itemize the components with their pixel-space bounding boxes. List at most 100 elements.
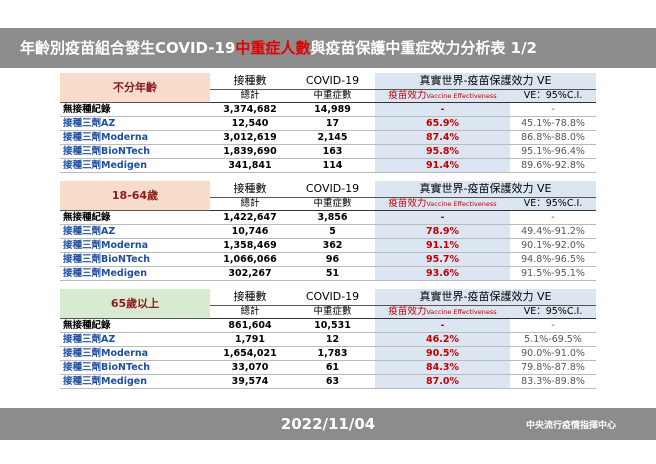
ve-subheader: 疫苗效力 [388, 198, 427, 209]
data-row: 接種三劑Medigen 302,267 51 93.6% 91.5%-95.1% [60, 266, 597, 281]
data-row: 接種三劑Moderna 3,012,619 2,145 87.4% 86.8%-88.0… [60, 130, 597, 145]
column-subheader: 中重症數 [290, 89, 375, 103]
confidence-interval: 79.8%-87.8% [510, 360, 597, 375]
group-label: 18-64歲 [60, 181, 210, 211]
effectiveness: 91.1% [375, 238, 510, 253]
column-subheader: 總計 [210, 89, 290, 103]
column-header: 接種數 [210, 181, 290, 198]
header-row: 18-64歲 接種數 COVID-19 真實世界-疫苗保護效力 VE [60, 181, 597, 211]
doses: 341,841 [210, 158, 290, 173]
effectiveness: 84.3% [375, 360, 510, 375]
doses: 1,422,647 [210, 210, 290, 225]
header-row: 不分年齡 接種數 COVID-19 真實世界-疫苗保護效力 VE [60, 73, 597, 103]
row-label: 接種三劑AZ [60, 224, 210, 239]
column-header: COVID-19 [290, 289, 375, 306]
column-subheader: 疫苗效力Vaccine Effectiveness [375, 197, 510, 211]
doses: 1,066,066 [210, 252, 290, 267]
footer: 2022/11/04 中央流行疫情指揮中心 [0, 408, 656, 440]
doses: 861,604 [210, 318, 290, 333]
data-row: 接種三劑AZ 1,791 12 46.2% 5.1%-69.5% [60, 332, 597, 347]
header-row: 總計 中重症數 疫苗效力Vaccine Effectiveness VE：95%C.I… [60, 197, 597, 211]
effectiveness: 90.5% [375, 346, 510, 361]
confidence-interval: 45.1%-78.8% [510, 116, 597, 131]
column-header: COVID-19 [290, 73, 375, 90]
cases: 12 [290, 332, 375, 347]
doses: 33,070 [210, 360, 290, 375]
doses: 39,574 [210, 374, 290, 389]
confidence-interval: 86.8%-88.0% [510, 130, 597, 145]
doses: 1,839,690 [210, 144, 290, 159]
cases: 14,989 [290, 102, 375, 117]
row-label: 接種三劑Moderna [60, 346, 210, 361]
doses: 3,374,682 [210, 102, 290, 117]
column-header: COVID-19 [290, 181, 375, 198]
effectiveness: 87.4% [375, 130, 510, 145]
column-subheader: 中重症數 [290, 305, 375, 319]
confidence-interval: 90.0%-91.0% [510, 346, 597, 361]
doses: 1,654,021 [210, 346, 290, 361]
effectiveness: 93.6% [375, 266, 510, 281]
data-table: 65歲以上 接種數 COVID-19 真實世界-疫苗保護效力 VE 總計 中重症數 疫苗效力… [60, 289, 597, 389]
effectiveness: 91.4% [375, 158, 510, 173]
row-label: 接種三劑AZ [60, 332, 210, 347]
effectiveness: 87.0% [375, 374, 510, 389]
doses: 12,540 [210, 116, 290, 131]
date: 2022/11/04 [280, 415, 376, 433]
cases: 61 [290, 360, 375, 375]
cases: 63 [290, 374, 375, 389]
column-subheader: VE：95%C.I. [510, 89, 597, 103]
header: 年齡別疫苗組合發生COVID-19中重症人數與疫苗保護中重症效力分析表 1/2 [0, 28, 656, 68]
header-row: 65歲以上 接種數 COVID-19 真實世界-疫苗保護效力 VE [60, 289, 597, 319]
ve-subheader: 疫苗效力 [388, 90, 427, 101]
confidence-interval: 90.1%-92.0% [510, 238, 597, 253]
data-row: 接種三劑Medigen 341,841 114 91.4% 89.6%-92.8% [60, 158, 597, 173]
row-label: 無接種紀錄 [60, 318, 210, 333]
title-highlight: 中重症人數 [235, 39, 311, 57]
organization: 中央流行疫情指揮中心 [525, 421, 616, 431]
column-subheader: VE：95%C.I. [510, 197, 597, 211]
ve-subheader-en: Vaccine Effectiveness [426, 200, 497, 208]
cases: 17 [290, 116, 375, 131]
column-header: 真實世界-疫苗保護效力 VE [375, 181, 597, 198]
data-table: 不分年齡 接種數 COVID-19 真實世界-疫苗保護效力 VE 總計 中重症數 疫苗效力V… [60, 73, 597, 173]
confidence-interval: 89.6%-92.8% [510, 158, 597, 173]
ve-subheader-en: Vaccine Effectiveness [426, 92, 497, 100]
column-subheader: VE：95%C.I. [510, 305, 597, 319]
row-label: 接種三劑AZ [60, 116, 210, 131]
column-header: 接種數 [210, 73, 290, 90]
column-subheader: 疫苗效力Vaccine Effectiveness [375, 305, 510, 319]
row-label: 接種三劑BioNTech [60, 360, 210, 375]
effectiveness: - [375, 102, 510, 117]
effectiveness: 65.9% [375, 116, 510, 131]
title: 年齡別疫苗組合發生COVID-19 [20, 39, 236, 57]
confidence-interval: - [510, 318, 597, 333]
row-label: 無接種紀錄 [60, 210, 210, 225]
row-label: 接種三劑BioNTech [60, 252, 210, 267]
effectiveness: - [375, 318, 510, 333]
column-subheader: 疫苗效力Vaccine Effectiveness [375, 89, 510, 103]
cases: 362 [290, 238, 375, 253]
cases: 10,531 [290, 318, 375, 333]
confidence-interval: 95.1%-96.4% [510, 144, 597, 159]
doses: 1,791 [210, 332, 290, 347]
data-table: 18-64歲 接種數 COVID-19 真實世界-疫苗保護效力 VE 總計 中重症數 疫苗效… [60, 181, 597, 281]
cases: 114 [290, 158, 375, 173]
row-label: 接種三劑BioNTech [60, 144, 210, 159]
group-label: 65歲以上 [60, 289, 210, 319]
effectiveness: 78.9% [375, 224, 510, 239]
confidence-interval: 83.3%-89.8% [510, 374, 597, 389]
doses: 1,358,469 [210, 238, 290, 253]
cases: 3,856 [290, 210, 375, 225]
ve-subheader: 疫苗效力 [388, 306, 427, 317]
column-header: 真實世界-疫苗保護效力 VE [375, 289, 597, 306]
cases: 163 [290, 144, 375, 159]
doses: 302,267 [210, 266, 290, 281]
row-label: 接種三劑Moderna [60, 130, 210, 145]
column-header: 真實世界-疫苗保護效力 VE [375, 73, 597, 90]
confidence-interval: 94.8%-96.5% [510, 252, 597, 267]
data-row: 接種三劑BioNTech 1,839,690 163 95.8% 95.1%-96.4% [60, 144, 597, 159]
row-label: 接種三劑Medigen [60, 374, 210, 389]
cases: 96 [290, 252, 375, 267]
confidence-interval: 91.5%-95.1% [510, 266, 597, 281]
data-row: 接種三劑Moderna 1,358,469 362 91.1% 90.1%-92.0% [60, 238, 597, 253]
